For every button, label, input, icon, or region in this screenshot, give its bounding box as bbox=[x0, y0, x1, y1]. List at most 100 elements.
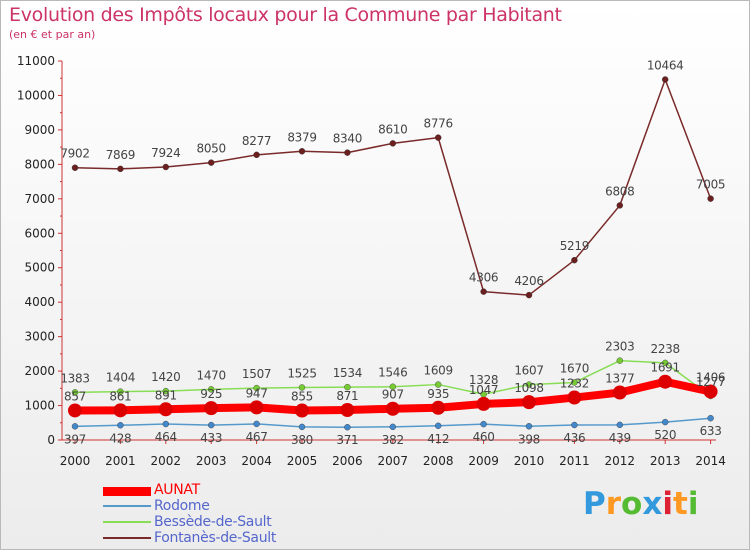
data-point bbox=[207, 159, 215, 166]
x-tick-label: 2011 bbox=[559, 454, 590, 468]
data-label: 436 bbox=[563, 431, 585, 445]
data-point bbox=[389, 423, 396, 431]
data-label: 8776 bbox=[424, 117, 453, 131]
data-point bbox=[162, 420, 170, 428]
x-tick-label: 2012 bbox=[605, 454, 636, 468]
data-point bbox=[389, 383, 396, 390]
data-label: 10464 bbox=[647, 58, 684, 72]
logo-letter: o bbox=[621, 486, 643, 522]
data-label: 467 bbox=[246, 430, 268, 444]
y-tick-label: 10000 bbox=[17, 88, 55, 102]
data-point bbox=[71, 389, 79, 396]
x-tick-label: 2000 bbox=[60, 454, 91, 468]
y-tick-label: 0 bbox=[47, 433, 55, 447]
data-label: 412 bbox=[427, 432, 449, 446]
data-point bbox=[525, 423, 533, 430]
data-point bbox=[662, 76, 669, 83]
data-point bbox=[117, 165, 124, 173]
data-label: 371 bbox=[336, 433, 358, 447]
data-label: 382 bbox=[382, 433, 404, 447]
y-tick-label: 9000 bbox=[24, 123, 55, 137]
legend-item-bessede: Bessède-de-Sault bbox=[103, 514, 323, 530]
legend-label-fontanes: Fontanès-de-Sault bbox=[154, 530, 277, 546]
legend-label-aunat: AUNAT bbox=[154, 482, 200, 498]
data-label: 4306 bbox=[469, 271, 498, 285]
data-point bbox=[571, 421, 578, 429]
legend-label-bessede: Bessède-de-Sault bbox=[154, 514, 272, 530]
data-label: 8277 bbox=[242, 134, 271, 148]
data-point bbox=[707, 195, 714, 202]
data-label: 1609 bbox=[424, 364, 453, 378]
x-tick-label: 2014 bbox=[695, 454, 726, 468]
data-point bbox=[298, 423, 306, 431]
data-label: 1420 bbox=[151, 370, 180, 384]
data-label: 1328 bbox=[469, 373, 498, 387]
data-label: 7005 bbox=[696, 178, 725, 192]
data-point bbox=[340, 402, 355, 417]
data-point bbox=[344, 424, 351, 431]
data-point bbox=[476, 396, 491, 411]
logo-letter: r bbox=[605, 486, 622, 522]
data-label: 1098 bbox=[514, 381, 543, 395]
data-point bbox=[253, 384, 260, 392]
data-point bbox=[435, 134, 442, 141]
x-tick-label: 2010 bbox=[514, 454, 545, 468]
data-label: 1507 bbox=[242, 367, 271, 381]
data-point bbox=[662, 359, 669, 367]
data-label: 397 bbox=[64, 432, 86, 446]
data-point bbox=[435, 381, 442, 388]
legend-item-rodome: Rodome bbox=[103, 498, 323, 514]
x-tick-label: 2008 bbox=[423, 454, 454, 468]
chart-title: Evolution des Impôts locaux pour la Comm… bbox=[9, 4, 562, 26]
data-point bbox=[662, 418, 669, 426]
data-label: 7902 bbox=[60, 147, 89, 161]
x-tick-label: 2005 bbox=[287, 454, 318, 468]
data-point bbox=[480, 420, 487, 428]
data-label: 1607 bbox=[514, 364, 543, 378]
data-label: 1406 bbox=[696, 371, 725, 385]
data-point bbox=[253, 420, 260, 428]
y-tick-label: 2000 bbox=[24, 364, 55, 378]
y-tick-label: 1000 bbox=[24, 399, 55, 413]
data-label: 857 bbox=[64, 389, 86, 403]
data-label: 907 bbox=[382, 388, 404, 402]
data-label: 1534 bbox=[333, 366, 362, 380]
data-point bbox=[113, 403, 128, 418]
data-label: 633 bbox=[700, 424, 722, 438]
data-label: 891 bbox=[155, 388, 177, 402]
legend-label-rodome: Rodome bbox=[154, 498, 210, 514]
data-point bbox=[389, 140, 396, 147]
data-label: 855 bbox=[291, 390, 313, 404]
data-label: 2238 bbox=[651, 342, 680, 356]
data-label: 925 bbox=[200, 387, 222, 401]
data-label: 1670 bbox=[560, 361, 589, 375]
logo-letter: i bbox=[662, 486, 673, 522]
data-label: 1691 bbox=[651, 361, 680, 375]
data-label: 861 bbox=[109, 389, 131, 403]
y-tick-label: 4000 bbox=[24, 295, 55, 309]
data-point bbox=[117, 422, 124, 429]
data-point bbox=[567, 390, 582, 405]
y-tick-label: 6000 bbox=[24, 226, 55, 240]
data-label: 1232 bbox=[560, 377, 589, 391]
x-tick-label: 2001 bbox=[105, 454, 136, 468]
data-point bbox=[158, 402, 173, 417]
data-label: 8379 bbox=[287, 130, 316, 144]
data-label: 520 bbox=[654, 428, 676, 442]
data-point bbox=[253, 151, 260, 159]
legend-swatch-aunat bbox=[103, 487, 151, 496]
data-point bbox=[298, 384, 306, 391]
logo-letter: x bbox=[642, 486, 663, 522]
data-point bbox=[162, 163, 170, 171]
data-label: 8050 bbox=[197, 142, 226, 156]
data-label: 380 bbox=[291, 433, 313, 447]
data-point bbox=[435, 422, 442, 430]
data-label: 1546 bbox=[378, 366, 407, 380]
data-label: 398 bbox=[518, 432, 540, 446]
data-point bbox=[658, 374, 673, 389]
x-tick-label: 2002 bbox=[151, 454, 182, 468]
data-label: 2303 bbox=[605, 340, 634, 354]
data-point bbox=[298, 148, 306, 155]
y-tick-label: 8000 bbox=[24, 157, 55, 171]
